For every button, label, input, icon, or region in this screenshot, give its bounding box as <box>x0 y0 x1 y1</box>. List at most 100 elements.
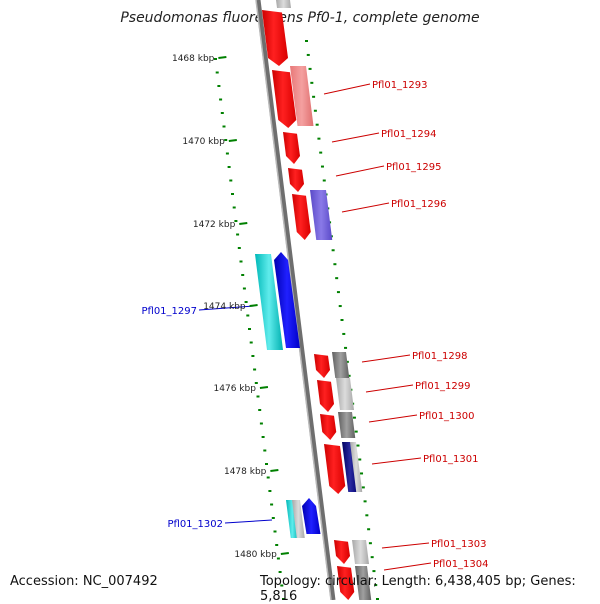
label-leader-line <box>341 202 390 213</box>
gene-label-pfl01-1294[interactable]: Pfl01_1294 <box>331 129 437 143</box>
gene-feature-reverse[interactable] <box>302 498 321 534</box>
gene-label-pfl01-1304[interactable]: Pfl01_1304 <box>383 559 489 571</box>
gene-feature-grey[interactable] <box>276 0 291 8</box>
gene-label-text[interactable]: Pfl01_1293 <box>372 80 428 91</box>
gene-feature-grey[interactable] <box>332 352 350 378</box>
gene-label-text[interactable]: Pfl01_1303 <box>431 539 487 550</box>
kbp-tick-label: 1480 kbp <box>234 550 277 560</box>
gene-feature-lightgrey[interactable] <box>350 442 363 492</box>
gc-skew-dot-outer <box>367 528 371 531</box>
gene-label-pfl01-1297[interactable]: Pfl01_1297 <box>141 305 255 317</box>
label-leader-line <box>224 519 273 524</box>
gene-label-text[interactable]: Pfl01_1301 <box>423 454 479 465</box>
gene-feature-reverse[interactable] <box>274 252 300 348</box>
label-leader-line <box>335 165 385 177</box>
gc-skew-dot-outer <box>322 179 326 182</box>
gene-feature-lavender[interactable] <box>310 190 333 240</box>
gc-skew-dot-outer <box>376 598 379 600</box>
gc-skew-dot-inner <box>282 598 285 600</box>
gene-feature-forward[interactable] <box>262 10 288 66</box>
gene-feature-forward[interactable] <box>272 70 297 128</box>
gene-labels[interactable]: Pfl01_1293 Pfl01_1294 Pfl01_1295 Pfl01_1296… <box>141 80 489 571</box>
gc-skew-dot-inner <box>236 233 240 236</box>
gc-skew-dot-outer <box>340 319 344 321</box>
gene-feature-forward[interactable] <box>337 566 355 600</box>
gc-skew-dot-inner <box>270 503 274 506</box>
gc-skew-dot-outer <box>370 556 374 559</box>
kbp-tick-label: 1468 kbp <box>172 54 215 64</box>
backbone-highlight <box>255 0 332 600</box>
gene-label-text[interactable]: Pfl01_1300 <box>419 411 475 422</box>
gene-feature-forward[interactable] <box>334 540 350 564</box>
gene-features[interactable] <box>255 0 372 600</box>
gene-feature-forward[interactable] <box>314 354 330 378</box>
gene-feature-lightgrey[interactable] <box>336 378 354 410</box>
gc-skew-dot-outer <box>312 95 316 98</box>
gene-label-text[interactable]: Pfl01_1296 <box>391 199 447 210</box>
gene-label-text[interactable]: Pfl01_1299 <box>415 381 471 392</box>
gc-skew-dot-outer <box>365 514 369 517</box>
gene-feature-lightgrey[interactable] <box>292 500 305 538</box>
gc-skew-dot-outer <box>331 249 335 252</box>
gc-skew-dot-inner <box>232 206 236 209</box>
gene-label-text[interactable]: Pfl01_1297 <box>141 306 197 317</box>
gc-skew-dot-outer <box>320 165 324 168</box>
gene-feature-grey[interactable] <box>355 566 372 600</box>
kbp-tick-mark <box>270 469 279 472</box>
gene-label-text[interactable]: Pfl01_1294 <box>381 129 437 140</box>
gene-label-text[interactable]: Pfl01_1298 <box>412 351 468 362</box>
gene-feature-forward[interactable] <box>324 444 346 494</box>
gc-skew-dot-outer <box>347 374 351 377</box>
gc-skew-dot-inner <box>268 490 272 492</box>
gc-skew-dot-outer <box>315 123 319 126</box>
gene-feature-navy[interactable] <box>342 442 359 492</box>
gc-skew-dot-inner <box>241 274 245 276</box>
kbp-tick-labels: 1468 kbp 1470 kbp 1472 kbp 1474 kbp 1476 kbp… <box>172 54 289 560</box>
gc-skew-dot-inner <box>259 422 263 425</box>
gc-skew-dot-inner <box>254 382 258 384</box>
gc-skew-dot-inner <box>278 571 282 573</box>
gc-skew-dots <box>214 40 379 600</box>
gc-skew-dot-outer <box>313 109 317 112</box>
gc-skew-dot-outer <box>345 360 349 363</box>
gene-label-pfl01-1296[interactable]: Pfl01_1296 <box>341 199 447 213</box>
gene-feature-grey[interactable] <box>338 412 356 438</box>
gc-skew-dot-outer <box>374 584 378 587</box>
gene-label-pfl01-1295[interactable]: Pfl01_1295 <box>335 162 442 177</box>
gene-label-pfl01-1300[interactable]: Pfl01_1300 <box>368 411 475 423</box>
gene-feature-forward[interactable] <box>288 168 304 192</box>
gene-label-text[interactable]: Pfl01_1304 <box>433 559 489 570</box>
gc-skew-dot-inner <box>276 557 280 560</box>
gc-skew-dot-inner <box>253 368 257 371</box>
gene-feature-forward[interactable] <box>292 194 311 240</box>
gc-skew-dot-outer <box>336 291 340 294</box>
gene-label-text[interactable]: Pfl01_1295 <box>386 162 442 173</box>
gene-label-pfl01-1298[interactable]: Pfl01_1298 <box>361 351 468 363</box>
gene-label-pfl01-1303[interactable]: Pfl01_1303 <box>381 539 487 550</box>
label-leader-line <box>365 384 414 393</box>
gc-skew-dot-inner <box>258 409 262 411</box>
kbp-tick-mark <box>280 552 289 555</box>
gene-label-pfl01-1301[interactable]: Pfl01_1301 <box>371 454 479 465</box>
gene-feature-lightgrey[interactable] <box>352 540 369 564</box>
gene-label-pfl01-1293[interactable]: Pfl01_1293 <box>323 80 428 95</box>
gene-feature-cyan[interactable] <box>255 254 283 350</box>
gene-label-text[interactable]: Pfl01_1302 <box>167 519 223 530</box>
gc-skew-dot-inner <box>224 139 228 141</box>
gc-skew-dot-inner <box>248 328 251 330</box>
gene-label-pfl01-1302[interactable]: Pfl01_1302 <box>167 519 273 530</box>
gc-skew-dot-inner <box>271 517 275 519</box>
gc-skew-dot-inner <box>280 584 284 587</box>
label-leader-line <box>323 83 371 95</box>
gene-feature-forward[interactable] <box>317 380 334 412</box>
gc-skew-dot-inner <box>242 287 246 290</box>
gene-label-pfl01-1299[interactable]: Pfl01_1299 <box>365 381 471 393</box>
gene-feature-forward[interactable] <box>283 132 300 164</box>
gene-feature-pink[interactable] <box>290 66 314 126</box>
gc-skew-dot-inner <box>275 544 279 546</box>
kbp-tick-label: 1470 kbp <box>182 137 225 147</box>
gene-feature-forward[interactable] <box>320 414 337 440</box>
gc-skew-dot-outer <box>308 67 312 70</box>
